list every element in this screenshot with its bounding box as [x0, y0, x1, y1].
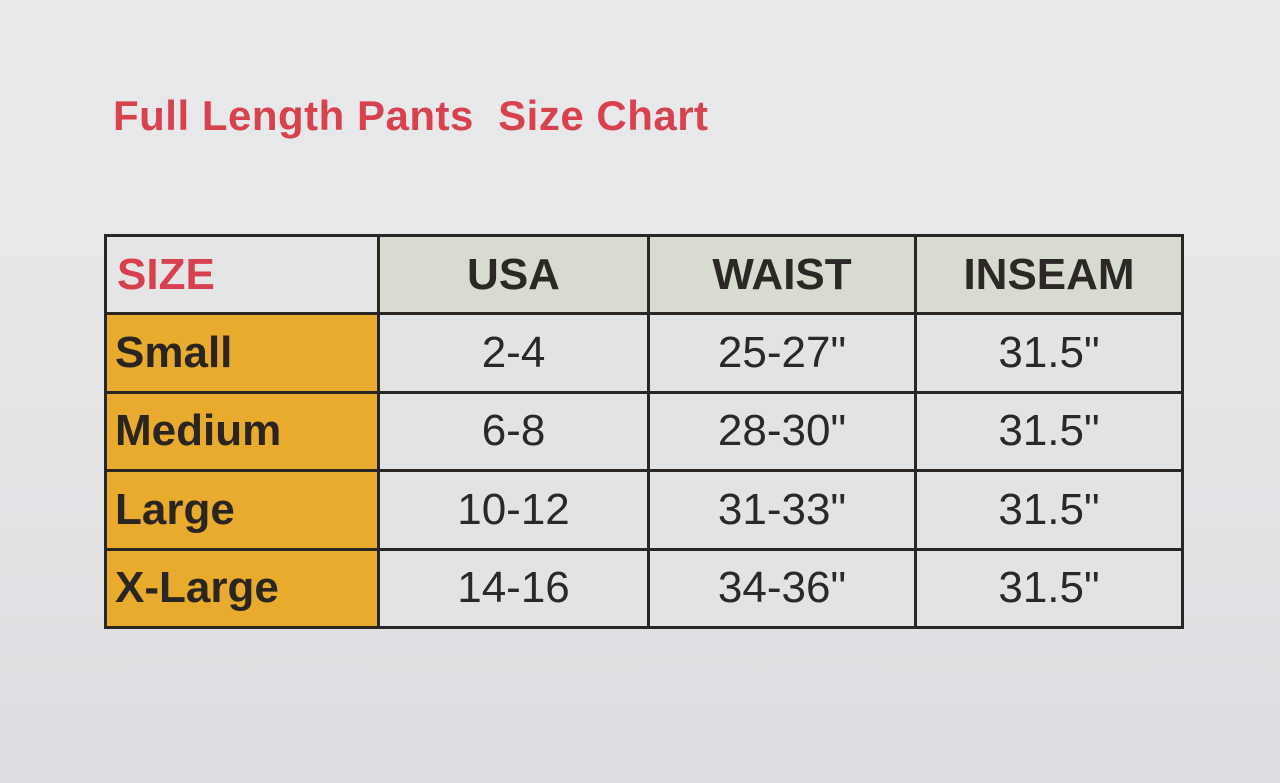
- size-cell: Large: [104, 469, 380, 551]
- header-usa: USA: [377, 233, 650, 316]
- size-cell: X-Large: [104, 547, 380, 630]
- inseam-cell: 31.5": [914, 547, 1184, 630]
- table-row: X-Large 14-16 34-36" 31.5": [104, 547, 1184, 630]
- chart-title: Full Length Pants Size Chart: [113, 92, 709, 139]
- usa-cell: 6-8: [377, 390, 650, 473]
- waist-cell: 34-36": [647, 547, 917, 630]
- inseam-cell: 31.5": [914, 469, 1184, 551]
- table-row: Medium 6-8 28-30" 31.5": [104, 390, 1184, 473]
- waist-cell: 31-33": [647, 469, 917, 551]
- usa-cell: 14-16: [377, 547, 650, 630]
- size-cell: Small: [104, 312, 380, 394]
- header-size: SIZE: [104, 233, 380, 316]
- header-inseam: INSEAM: [914, 233, 1184, 316]
- table-row: Large 10-12 31-33" 31.5": [104, 469, 1184, 551]
- table-row: Small 2-4 25-27" 31.5": [104, 312, 1184, 394]
- waist-cell: 25-27": [647, 312, 917, 394]
- inseam-cell: 31.5": [914, 312, 1184, 394]
- waist-cell: 28-30": [647, 390, 917, 473]
- usa-cell: 10-12: [377, 469, 650, 551]
- size-chart-table: SIZE USA WAIST INSEAM Small 2-4 25-27" 3…: [104, 233, 1184, 630]
- inseam-cell: 31.5": [914, 390, 1184, 473]
- header-row: SIZE USA WAIST INSEAM: [104, 233, 1184, 316]
- header-waist: WAIST: [647, 233, 917, 316]
- size-cell: Medium: [104, 390, 380, 473]
- usa-cell: 2-4: [377, 312, 650, 394]
